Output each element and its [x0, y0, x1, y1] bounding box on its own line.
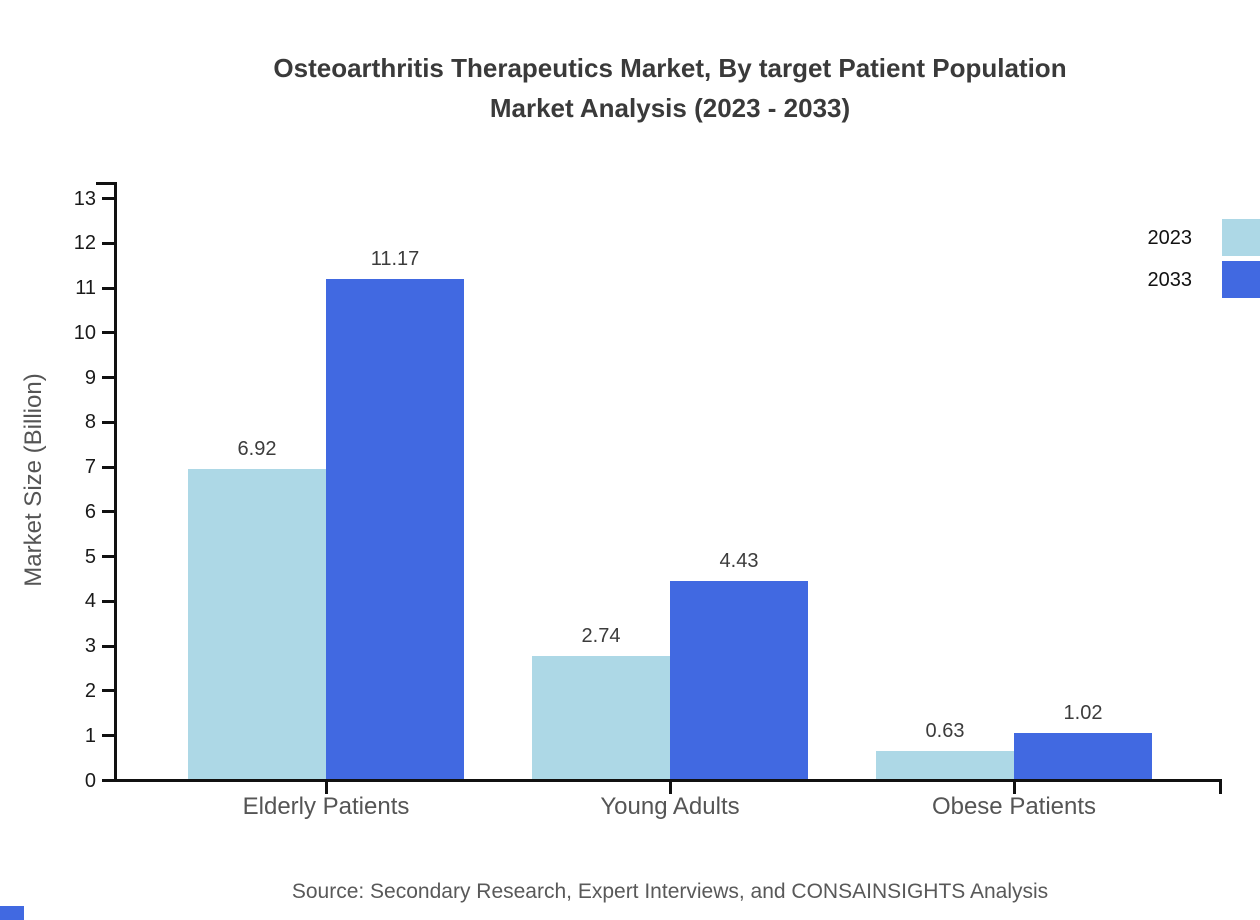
x-axis-end-cap	[1219, 782, 1222, 794]
y-tick-mark	[102, 241, 114, 245]
source-note: Source: Secondary Research, Expert Inter…	[291, 880, 1049, 903]
legend-label-2023: 2023	[1147, 227, 1193, 249]
y-tick-label: 0	[84, 769, 96, 792]
bar-2033-young-adults	[670, 580, 808, 779]
x-tick-mark	[668, 782, 672, 794]
y-tick-mark	[102, 197, 114, 200]
y-tick-label: 10	[73, 321, 96, 344]
y-tick-mark	[102, 420, 114, 424]
bar-value-2033-obese-patients: 1.02	[1063, 702, 1103, 725]
y-tick-label: 12	[73, 232, 96, 255]
y-tick-mark	[102, 779, 114, 782]
legend-swatch-2033	[1222, 261, 1260, 298]
x-category-label: Elderly Patients	[242, 793, 410, 820]
y-axis-top-cap	[96, 182, 114, 185]
bar-2023-obese-patients	[876, 750, 1014, 779]
y-tick-label: 8	[84, 411, 96, 434]
y-tick-label: 9	[84, 366, 96, 389]
y-axis-line	[114, 182, 117, 782]
y-tick-mark	[102, 376, 114, 380]
bar-2023-young-adults	[532, 656, 670, 779]
legend-label-2033: 2033	[1147, 269, 1193, 291]
y-tick-label: 2	[84, 679, 96, 702]
y-tick-label: 3	[84, 635, 96, 658]
x-tick-mark	[324, 782, 328, 794]
bar-value-2023-obese-patients: 0.63	[925, 719, 965, 742]
bar-2033-obese-patients	[1014, 733, 1152, 779]
bar-2023-elderly-patients	[188, 469, 326, 779]
y-tick-label: 4	[84, 590, 96, 613]
chart-title-line2: Market Analysis (2023 - 2033)	[489, 93, 851, 123]
x-tick-mark	[1012, 782, 1016, 794]
y-tick-mark	[102, 555, 114, 559]
y-tick-mark	[102, 286, 114, 290]
x-axis-line	[114, 779, 1222, 782]
y-tick-mark	[102, 465, 114, 469]
watermark-square	[0, 906, 24, 920]
y-tick-mark	[102, 689, 114, 693]
y-tick-mark	[102, 644, 114, 648]
x-category-label: Obese Patients	[931, 793, 1097, 820]
y-tick-mark	[102, 331, 114, 335]
legend-swatch-2023	[1222, 219, 1260, 256]
y-tick-label: 7	[84, 456, 96, 479]
bar-value-2023-elderly-patients: 6.92	[237, 438, 277, 461]
y-tick-label: 1	[84, 724, 96, 747]
y-tick-label: 13	[73, 187, 96, 210]
y-tick-mark	[102, 510, 114, 514]
y-tick-label: 6	[84, 500, 96, 523]
y-tick-mark	[102, 734, 114, 738]
y-tick-label: 11	[75, 277, 96, 300]
y-tick-mark	[102, 599, 114, 603]
bar-value-2023-young-adults: 2.74	[581, 625, 621, 648]
y-tick-label: 5	[84, 545, 96, 568]
x-category-label: Young Adults	[600, 793, 740, 820]
chart-title-line1: Osteoarthritis Therapeutics Market, By t…	[273, 53, 1067, 83]
bar-2033-elderly-patients	[326, 278, 464, 779]
chart-title: Osteoarthritis Therapeutics Market, By t…	[80, 48, 1260, 128]
bar-value-2033-elderly-patients: 11.17	[370, 247, 420, 270]
bar-value-2033-young-adults: 4.43	[719, 549, 759, 572]
